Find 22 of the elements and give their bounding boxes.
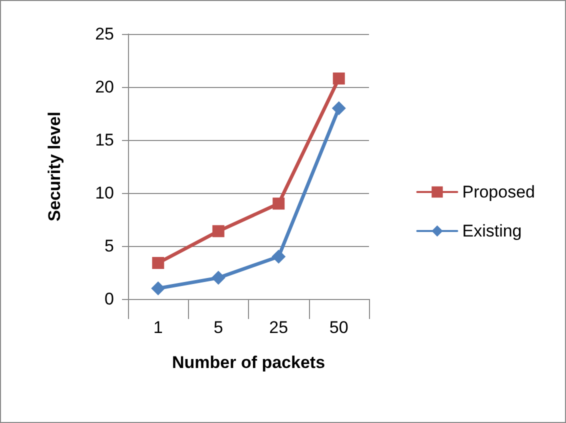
- legend-label: Proposed: [462, 182, 536, 202]
- point: [151, 281, 166, 296]
- point: [332, 101, 346, 116]
- x-axis-title: Number of packets: [172, 353, 326, 372]
- point: [332, 72, 345, 85]
- x-tick-label: 1: [153, 318, 163, 337]
- point: [211, 270, 226, 285]
- point: [212, 225, 224, 238]
- x-tick-label: 25: [269, 318, 288, 337]
- legend-label: Existing: [462, 222, 522, 240]
- y-tick-label: 0: [104, 290, 114, 308]
- y-tick-label: 5: [104, 236, 114, 256]
- y-tick-label: 10: [95, 184, 114, 202]
- point: [272, 250, 286, 264]
- x-tick-label: 50: [329, 318, 348, 337]
- y-tick-label: 20: [95, 78, 114, 96]
- y-axis-title: Security level: [45, 112, 64, 222]
- point: [152, 256, 164, 269]
- y-tick-label: 15: [95, 130, 114, 150]
- y-tick-label: 25: [95, 24, 114, 44]
- x-tick-label: 5: [214, 318, 224, 337]
- point: [272, 198, 285, 210]
